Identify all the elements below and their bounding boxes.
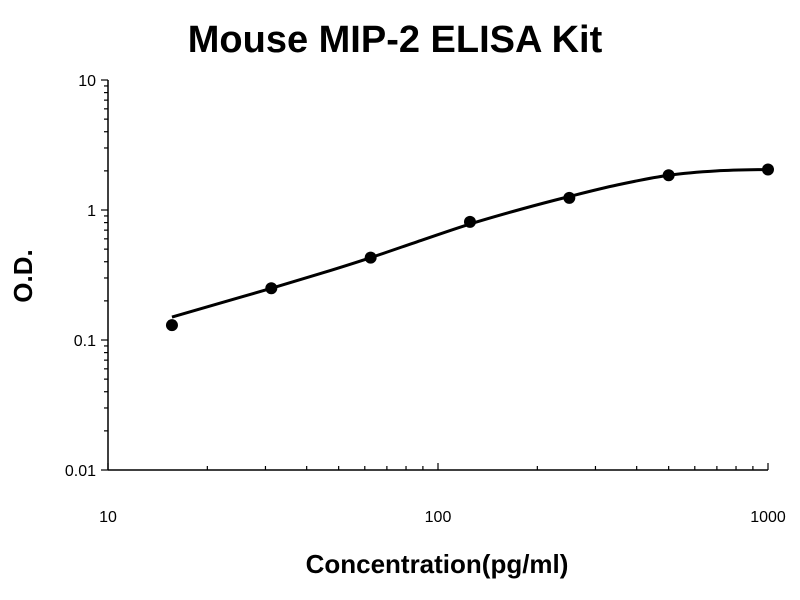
y-tick-label: 0.01: [65, 463, 96, 480]
x-tick-label: 10: [99, 509, 117, 526]
data-point: [563, 191, 576, 204]
y-tick-label: 10: [78, 73, 96, 90]
y-tick-label: 1: [87, 203, 96, 220]
fit-curve: [171, 167, 769, 319]
chart-title: Mouse MIP-2 ELISA Kit: [188, 19, 603, 61]
x-axis-ticks: [107, 463, 769, 470]
data-point: [662, 169, 675, 182]
x-tick-label: 100: [425, 509, 452, 526]
y-axis-ticks: [101, 79, 108, 471]
x-axis-label: Concentration(pg/ml): [306, 549, 569, 579]
data-point: [463, 215, 476, 228]
data-point: [762, 163, 774, 176]
data-point: [165, 319, 178, 332]
y-axis-label: O.D.: [8, 249, 38, 302]
data-point: [265, 282, 278, 295]
y-tick-label: 0.1: [74, 333, 96, 350]
data-point: [364, 251, 377, 264]
x-tick-label: 1000: [750, 509, 786, 526]
y-axis-tick-labels: 0.01 0.1 1 10: [65, 73, 96, 480]
x-axis-tick-labels: 10 100 1000: [99, 509, 786, 526]
data-points: [165, 163, 774, 332]
